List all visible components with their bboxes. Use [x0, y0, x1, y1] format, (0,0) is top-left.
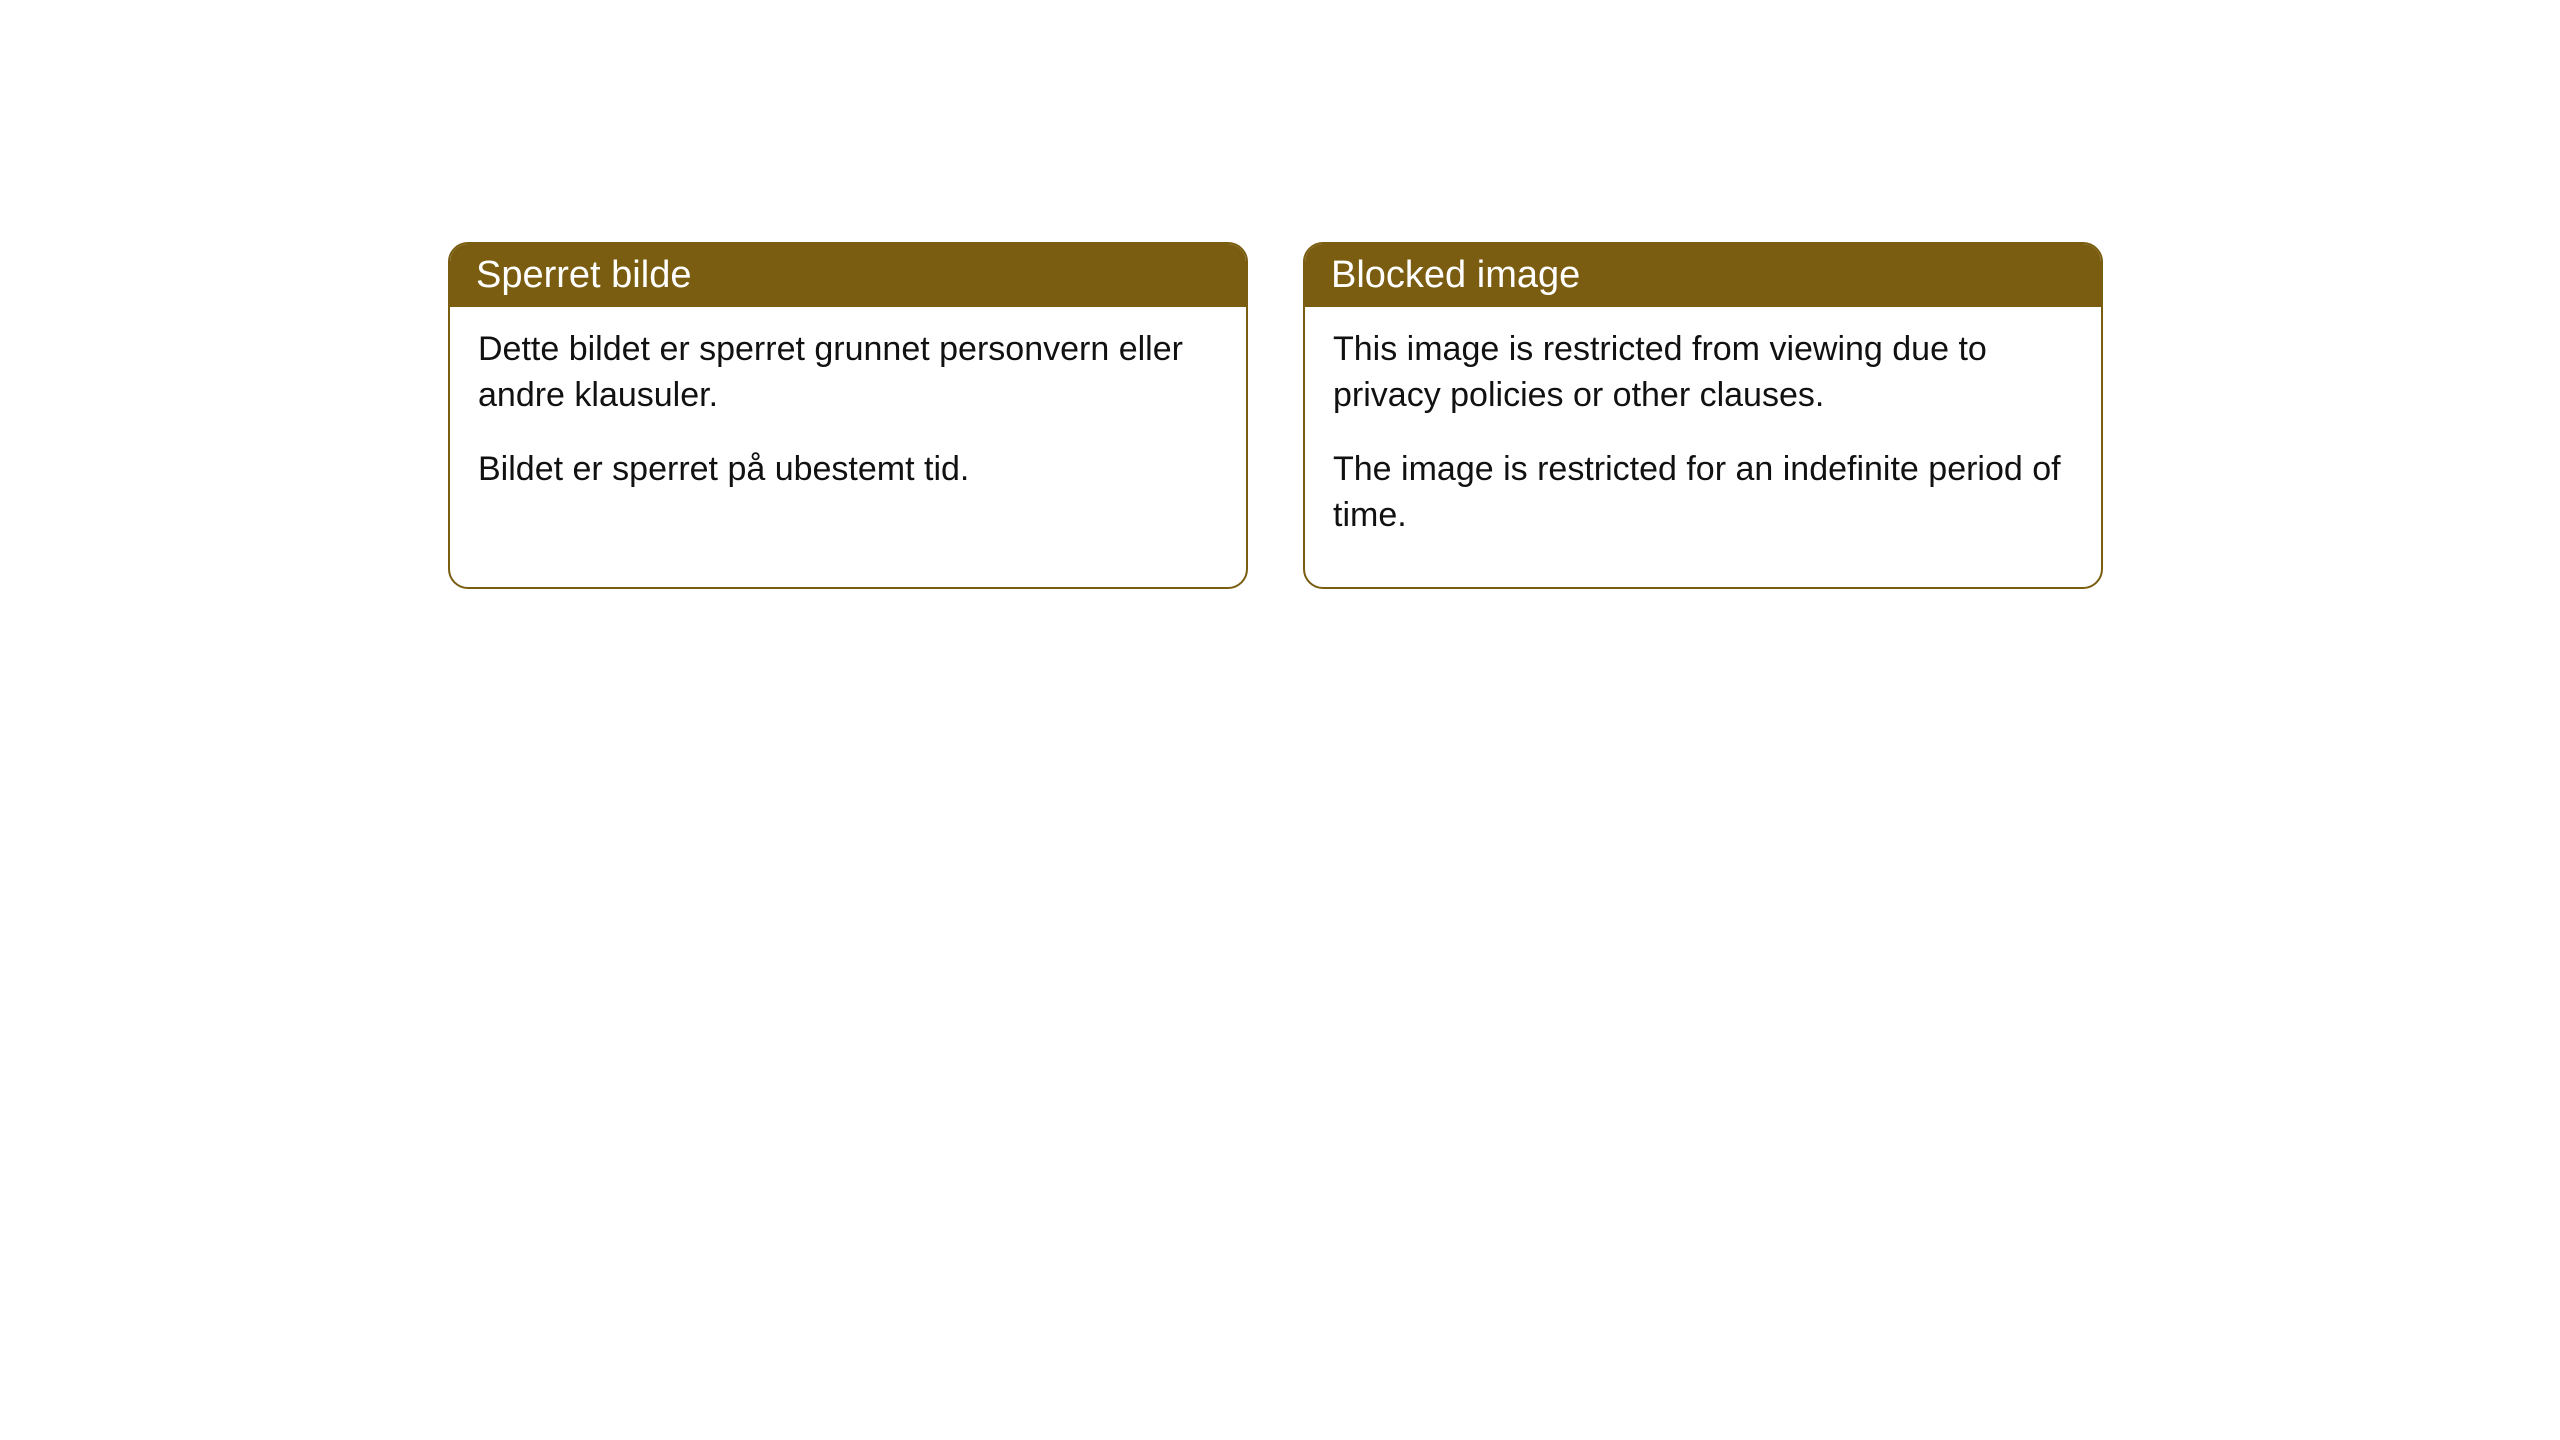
card-paragraph: Dette bildet er sperret grunnet personve…	[478, 327, 1218, 419]
card-paragraph: This image is restricted from viewing du…	[1333, 327, 2073, 419]
card-paragraph: Bildet er sperret på ubestemt tid.	[478, 447, 1218, 493]
notice-card-norwegian: Sperret bilde Dette bildet er sperret gr…	[448, 242, 1248, 589]
notice-card-english: Blocked image This image is restricted f…	[1303, 242, 2103, 589]
notice-cards-container: Sperret bilde Dette bildet er sperret gr…	[448, 242, 2103, 589]
card-body: This image is restricted from viewing du…	[1305, 307, 2101, 587]
card-title: Blocked image	[1331, 254, 1580, 296]
card-paragraph: The image is restricted for an indefinit…	[1333, 447, 2073, 539]
card-header: Blocked image	[1305, 244, 2101, 307]
card-title: Sperret bilde	[476, 254, 691, 296]
card-header: Sperret bilde	[450, 244, 1246, 307]
card-body: Dette bildet er sperret grunnet personve…	[450, 307, 1246, 541]
